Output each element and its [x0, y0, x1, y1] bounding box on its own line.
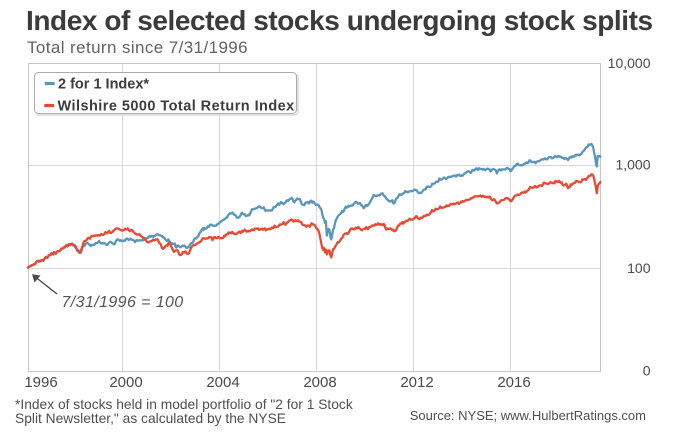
svg-text:2012: 2012 [400, 374, 433, 391]
svg-text:10,000: 10,000 [608, 55, 651, 71]
svg-text:2000: 2000 [109, 374, 142, 391]
svg-text:0: 0 [643, 363, 651, 379]
svg-text:100: 100 [627, 260, 651, 276]
svg-text:2 for 1 Index*: 2 for 1 Index* [58, 77, 149, 93]
svg-text:1,000: 1,000 [615, 157, 650, 173]
svg-text:2004: 2004 [206, 374, 239, 391]
svg-text:1996: 1996 [24, 374, 57, 391]
svg-text:Wilshire 5000 Total Return Ind: Wilshire 5000 Total Return Index [58, 99, 295, 115]
svg-text:7/31/1996 = 100: 7/31/1996 = 100 [62, 294, 184, 311]
svg-text:2008: 2008 [303, 374, 336, 391]
svg-text:2016: 2016 [497, 374, 530, 391]
